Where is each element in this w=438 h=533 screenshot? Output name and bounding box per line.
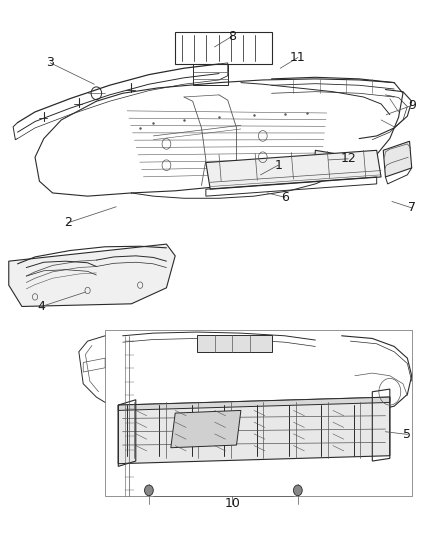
Bar [105,330,412,496]
Text: 10: 10 [224,497,240,510]
Polygon shape [171,410,241,448]
Text: 8: 8 [228,30,236,43]
Text: 5: 5 [403,428,411,441]
Text: 9: 9 [408,99,416,112]
Text: 12: 12 [340,152,356,165]
Polygon shape [314,150,341,167]
Text: 3: 3 [46,56,54,69]
Circle shape [145,485,153,496]
Polygon shape [9,244,175,306]
Polygon shape [383,141,412,177]
Circle shape [293,485,302,496]
Text: 2: 2 [64,216,72,229]
Polygon shape [206,150,381,189]
Text: 7: 7 [408,201,416,214]
Polygon shape [118,397,390,464]
Polygon shape [197,335,272,352]
Text: 1: 1 [274,159,282,172]
Text: 11: 11 [290,51,306,64]
Polygon shape [118,397,390,410]
Text: 4: 4 [38,300,46,313]
Text: 6: 6 [281,191,289,204]
